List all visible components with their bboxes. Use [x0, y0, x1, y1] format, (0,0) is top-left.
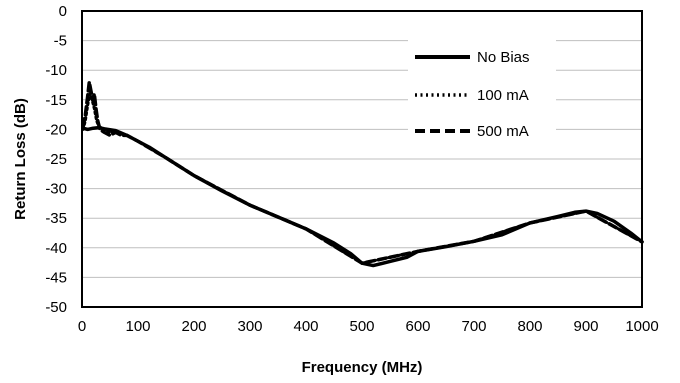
y-axis-label: Return Loss (dB)	[12, 98, 29, 220]
legend-label-500ma: 500 mA	[477, 123, 529, 140]
x-tick-label-0: 0	[78, 318, 86, 335]
x-tick-label-10: 1000	[625, 318, 658, 335]
plot-area-frame	[81, 10, 643, 308]
x-tick-label-8: 800	[517, 318, 542, 335]
x-tick-label-7: 700	[461, 318, 486, 335]
x-tick-label-2: 200	[181, 318, 206, 335]
series-lines	[81, 80, 644, 268]
legend-label-no-bias: No Bias	[477, 49, 530, 66]
y-tick-labels: 0 -5 -10 -15 -20 -25 -30 -35 -40 -45 -50	[45, 3, 67, 316]
y-tick-label-8: -40	[45, 240, 67, 257]
y-tick-label-5: -25	[45, 151, 67, 168]
y-tick-label-4: -20	[45, 121, 67, 138]
y-tick-label-2: -10	[45, 62, 67, 79]
series-line-2	[81, 80, 644, 265]
x-tick-label-5: 500	[349, 318, 374, 335]
x-tick-label-6: 600	[405, 318, 430, 335]
x-tick-labels: 0 100 200 300 400 500 600 700 800 900 1000	[78, 318, 659, 335]
y-tick-label-6: -30	[45, 181, 67, 198]
y-tick-label-10: -50	[45, 299, 67, 316]
x-tick-label-3: 300	[237, 318, 262, 335]
y-tick-label-7: -35	[45, 210, 67, 227]
y-tick-label-3: -15	[45, 92, 67, 109]
x-axis-label: Frequency (MHz)	[302, 359, 423, 376]
series-line-1	[81, 92, 644, 265]
x-tick-label-9: 900	[573, 318, 598, 335]
legend-label-100ma: 100 mA	[477, 87, 529, 104]
y-tick-label-9: -45	[45, 269, 67, 286]
y-tick-label-0: 0	[59, 3, 67, 20]
y-tick-label-1: -5	[54, 33, 67, 50]
x-tick-label-1: 100	[125, 318, 150, 335]
x-tick-label-4: 400	[293, 318, 318, 335]
series-line-0	[81, 125, 644, 268]
legend: No Bias 100 mA 500 mA	[408, 40, 556, 150]
